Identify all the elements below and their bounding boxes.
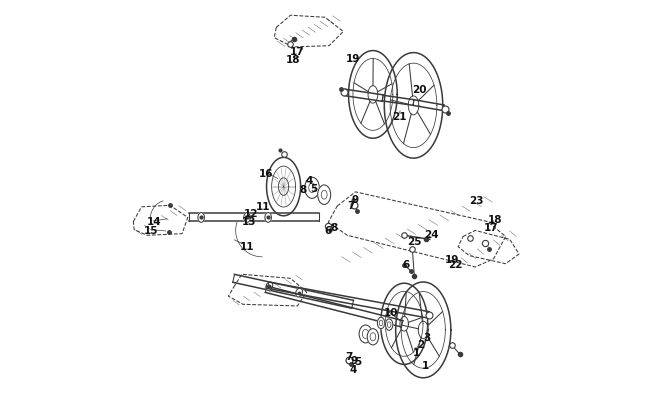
Text: 10: 10 [384, 308, 398, 318]
Ellipse shape [296, 289, 302, 297]
Text: 19: 19 [345, 54, 360, 64]
Ellipse shape [198, 213, 204, 223]
Text: 18: 18 [286, 55, 300, 65]
Text: 15: 15 [144, 225, 159, 235]
Text: 17: 17 [290, 47, 305, 57]
Text: 22: 22 [448, 259, 463, 269]
Text: 25: 25 [407, 236, 422, 246]
Text: 12: 12 [244, 209, 258, 219]
Text: 18: 18 [488, 215, 502, 224]
Text: 21: 21 [392, 112, 406, 122]
Ellipse shape [359, 325, 372, 343]
Ellipse shape [266, 282, 273, 291]
Text: 5: 5 [355, 356, 362, 366]
Ellipse shape [305, 178, 319, 199]
Text: 2: 2 [417, 339, 424, 349]
Text: 16: 16 [259, 168, 274, 178]
Text: 7: 7 [348, 201, 355, 211]
Ellipse shape [321, 191, 327, 200]
Ellipse shape [318, 185, 331, 205]
Text: 7: 7 [346, 352, 353, 361]
Text: 17: 17 [484, 223, 499, 232]
Text: 1: 1 [413, 347, 420, 357]
Text: 8: 8 [299, 185, 306, 194]
Text: 6: 6 [402, 259, 410, 269]
Text: 13: 13 [241, 217, 256, 227]
Ellipse shape [244, 213, 250, 223]
Text: 1: 1 [422, 360, 429, 370]
Text: 6: 6 [324, 225, 332, 235]
Text: 8: 8 [330, 223, 337, 232]
Text: 11: 11 [240, 241, 254, 251]
Ellipse shape [367, 329, 378, 345]
Text: 11: 11 [256, 202, 270, 211]
Text: 9: 9 [352, 194, 359, 204]
Text: 4: 4 [306, 175, 313, 185]
Text: 20: 20 [412, 85, 426, 95]
Ellipse shape [378, 318, 385, 329]
Text: 4: 4 [350, 364, 357, 374]
Ellipse shape [309, 183, 315, 193]
Text: 23: 23 [469, 196, 484, 205]
Ellipse shape [265, 213, 272, 223]
Text: 19: 19 [445, 254, 459, 264]
Text: 5: 5 [310, 183, 317, 193]
Text: 14: 14 [146, 217, 161, 227]
Ellipse shape [385, 319, 393, 330]
Text: 24: 24 [424, 229, 439, 239]
Text: 9: 9 [350, 355, 358, 364]
Text: 3: 3 [423, 332, 430, 342]
